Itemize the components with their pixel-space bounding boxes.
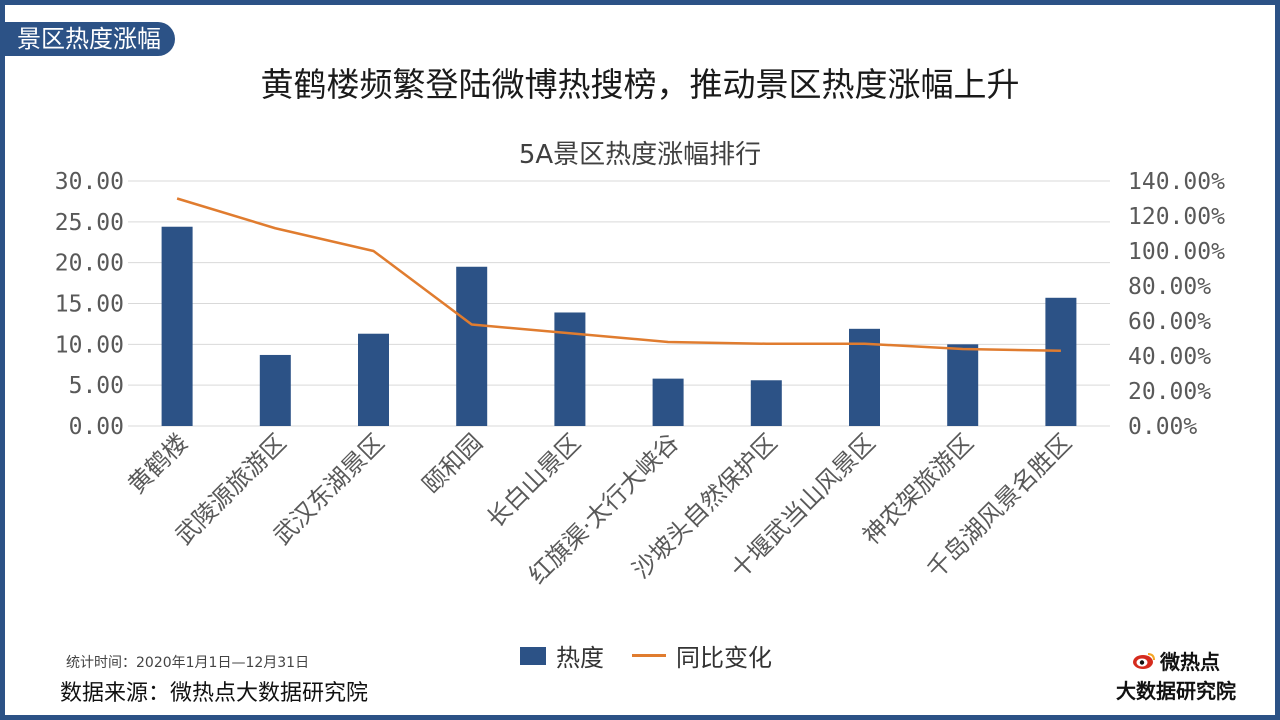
data-source: 数据来源：微热点大数据研究院 [60,681,369,706]
bar [554,312,586,426]
x-tick-label: 黄鹤楼 [123,428,194,499]
y-right-tick-label: 140.00% [1128,169,1225,195]
legend-line-label: 同比变化 [676,644,772,672]
y-right-tick-label: 100.00% [1128,239,1225,265]
y-left-tick-label: 30.00 [55,169,124,195]
y-left-tick-label: 25.00 [55,210,124,236]
bar [259,354,291,426]
legend-bar-label: 热度 [556,644,604,672]
y-right-tick-label: 120.00% [1128,204,1225,230]
bar [750,380,782,426]
bar [161,226,193,426]
bar [358,333,389,426]
y-right-tick-label: 40.00% [1128,344,1211,370]
y-left-tick-label: 0.00 [69,414,124,440]
y-left-tick-label: 10.00 [55,332,124,358]
y-left-tick-label: 15.00 [55,292,124,318]
bar [1045,297,1077,426]
legend-line-swatch [632,654,666,657]
y-right-tick-label: 80.00% [1128,274,1211,300]
x-tick-label: 颐和园 [417,428,488,499]
weibo-eye-icon [1133,652,1155,669]
y-left-tick-label: 20.00 [55,251,124,277]
legend-bar-swatch [520,646,546,665]
chart-title: 5A景区热度涨幅排行 [519,140,761,170]
logo-line1: 微热点 [1160,650,1220,674]
logo: 微热点 大数据研究院 [1116,646,1236,704]
x-tick-label: 长白山景区 [481,428,586,533]
bar [456,266,488,426]
bar [947,344,979,426]
section-tag: 景区热度涨幅 [5,22,175,56]
series-line [176,197,1061,352]
y-left-tick-label: 5.00 [69,373,124,399]
headline: 黄鹤楼频繁登陆微博热搜榜，推动景区热度涨幅上升 [260,65,1020,104]
legend: 热度 同比变化 [520,638,772,673]
bar [652,378,684,426]
stat-time: 统计时间：2020年1月1日—12月31日 [66,655,310,671]
y-right-tick-label: 0.00% [1128,414,1197,440]
y-right-tick-label: 60.00% [1128,309,1211,335]
y-right-tick-label: 20.00% [1128,379,1211,405]
logo-line2: 大数据研究院 [1116,679,1236,703]
